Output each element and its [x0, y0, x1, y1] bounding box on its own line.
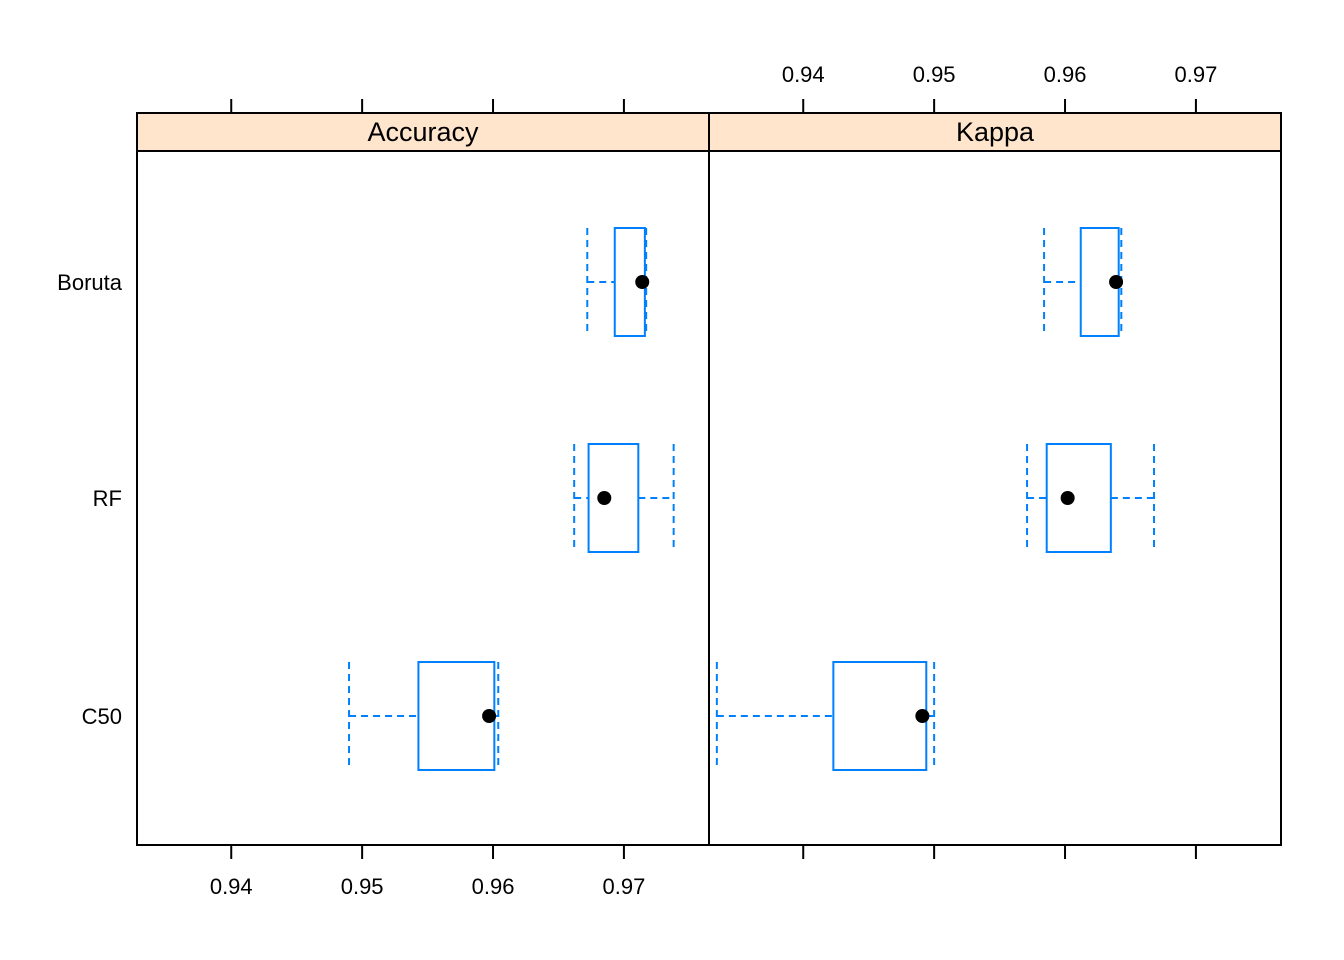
x-tick-label: 0.94	[210, 874, 253, 899]
panel-title: Kappa	[956, 117, 1035, 147]
x-tick-label: 0.94	[782, 62, 825, 87]
x-tick-label: 0.97	[1175, 62, 1218, 87]
median-dot	[635, 275, 650, 289]
y-tick-label: RF	[93, 486, 122, 511]
median-dot	[482, 709, 497, 723]
y-tick-label: C50	[82, 704, 122, 729]
y-tick-label: Boruta	[57, 270, 123, 295]
panel-frame	[136, 112, 710, 846]
x-tick-label: 0.96	[472, 874, 515, 899]
panel-title: Accuracy	[367, 117, 479, 147]
median-dot	[1060, 491, 1075, 505]
x-tick-label: 0.97	[603, 874, 646, 899]
x-tick-label: 0.96	[1044, 62, 1087, 87]
x-tick-label: 0.95	[913, 62, 956, 87]
x-tick-label: 0.95	[341, 874, 384, 899]
median-dot	[597, 491, 612, 505]
median-dot	[915, 709, 930, 723]
median-dot	[1109, 275, 1124, 289]
box	[1045, 443, 1112, 553]
box	[587, 443, 640, 553]
box	[832, 661, 928, 771]
panel-frame	[708, 112, 1282, 846]
